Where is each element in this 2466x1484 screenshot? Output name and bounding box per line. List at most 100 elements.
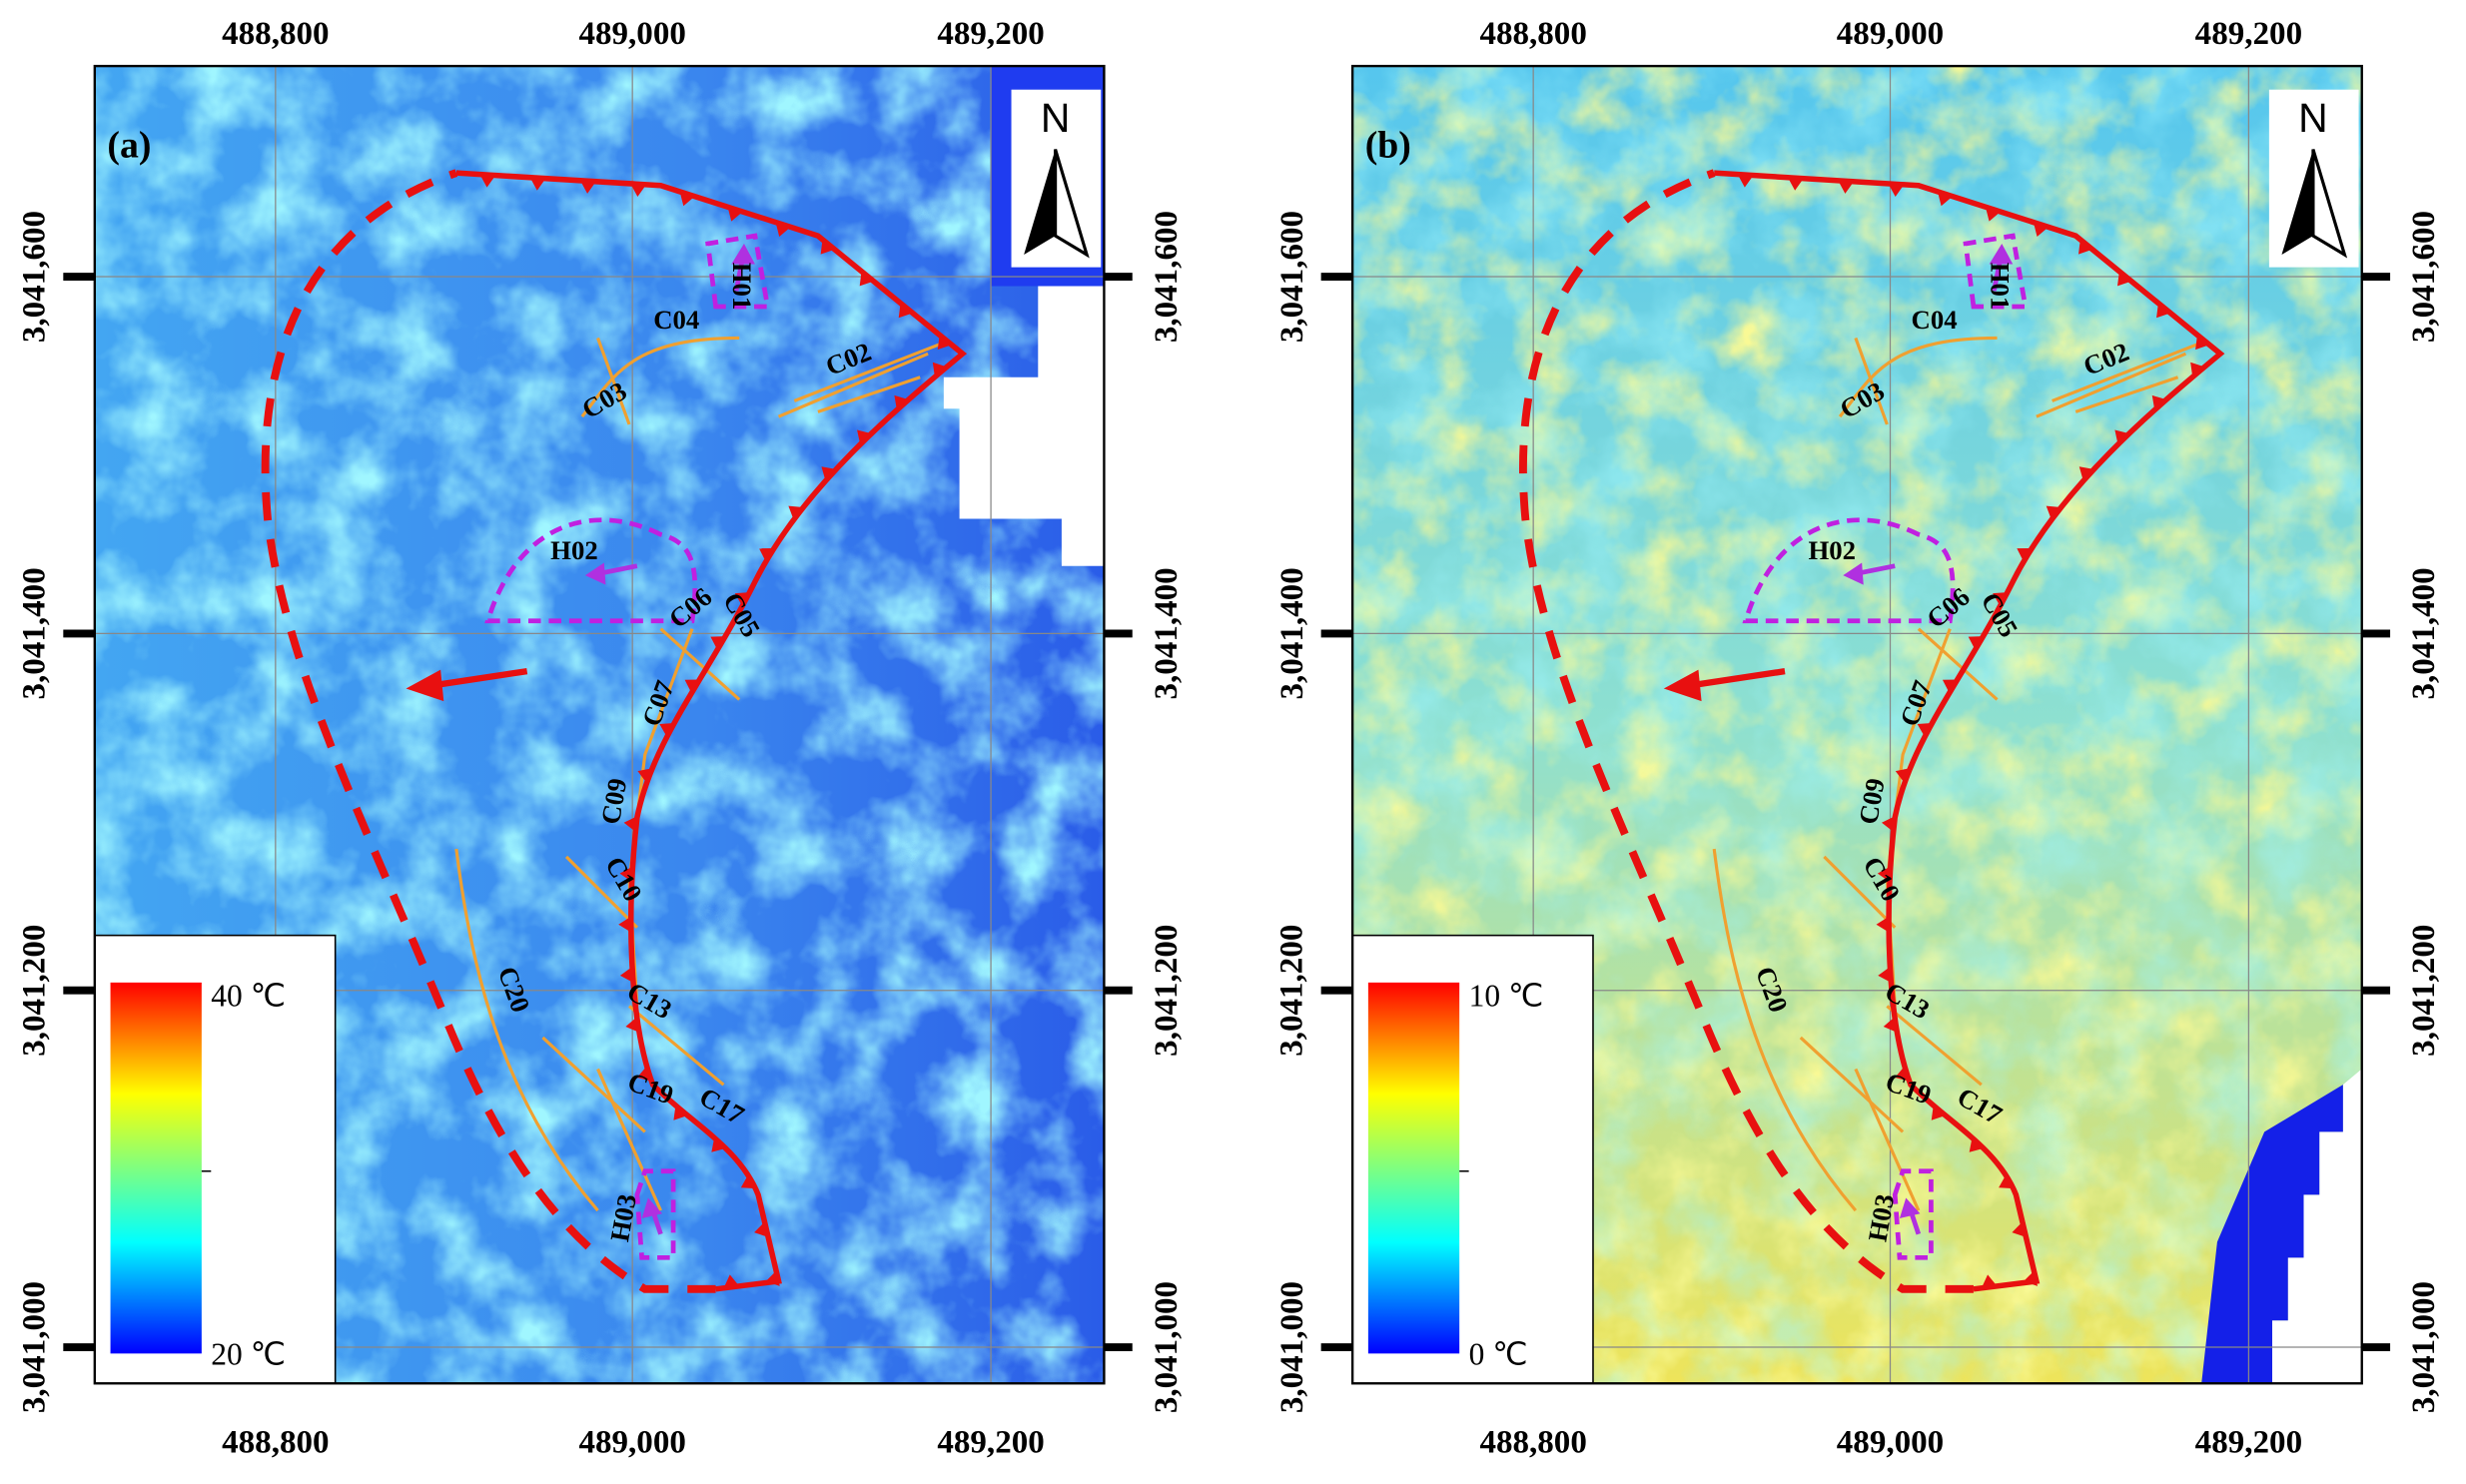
fault-line: [1712, 848, 1858, 1212]
features: [1519, 169, 2225, 1293]
feature-label: H02: [1808, 535, 1856, 565]
thrust-tooth: [1895, 1066, 1910, 1082]
collapse-zone: [1892, 1168, 1934, 1260]
y-tick-label: 3,041,400: [1149, 567, 1185, 699]
fault-line: [659, 627, 741, 701]
thrust-tooth: [1981, 1274, 1998, 1288]
y-tick-label: 3,041,400: [16, 567, 52, 699]
thrust-tooth: [1968, 636, 1984, 650]
arrow-head: [1663, 669, 1702, 702]
thrust-tooth: [1985, 207, 2001, 222]
thrust-tooth: [618, 916, 631, 933]
thrust-tooth: [759, 547, 774, 562]
colorbar-min: 20 ℃: [211, 1336, 286, 1371]
fault-line: [628, 1005, 725, 1087]
colorbar-max: 40 ℃: [211, 978, 286, 1013]
feature-label: H01: [1985, 263, 2015, 311]
thrust-tooth: [937, 335, 952, 351]
thrust-tooth: [788, 505, 804, 520]
fault-line: [541, 1036, 646, 1133]
no-data: [2272, 1069, 2362, 1384]
thrust-tooth: [1937, 191, 1953, 207]
collapse-zone: [1963, 233, 2029, 310]
thrust-tooth: [894, 394, 909, 410]
fault-line: [596, 337, 631, 425]
feature-label: H01: [727, 263, 757, 311]
fault-line: [777, 352, 929, 418]
thrust-tooth: [2151, 394, 2166, 410]
thrust-tooth: [1895, 768, 1911, 783]
thrust-tooth: [625, 1017, 640, 1033]
arrow-head: [1899, 1197, 1921, 1218]
north-label: N: [2298, 95, 2328, 141]
fault-line: [580, 336, 740, 418]
x-tick-label: 488,800: [222, 1425, 329, 1461]
y-tick-label: 3,041,600: [2406, 211, 2442, 343]
thrust-tooth: [740, 1174, 756, 1189]
thrust-tooth: [1917, 722, 1933, 737]
thrust-tooth: [898, 303, 913, 319]
fault-line: [1799, 1036, 1905, 1133]
y-tick-label: 3,041,600: [1149, 211, 1185, 343]
thrust-tooth: [619, 866, 633, 883]
y-tick-label: 3,041,200: [16, 925, 52, 1057]
thrust-tooth: [2023, 1270, 2039, 1286]
thrust-tooth: [1993, 592, 2008, 606]
thrust-tooth: [2012, 1221, 2027, 1237]
thrust-tooth: [820, 239, 835, 255]
thrust-tooth: [630, 183, 646, 197]
features: [261, 169, 968, 1293]
x-tick-label: 488,800: [222, 16, 329, 52]
thrust-tooth: [821, 466, 837, 481]
thrust-tooth: [859, 271, 874, 287]
x-tick-label: 489,200: [937, 1425, 1044, 1461]
thrust-tooth: [775, 222, 791, 237]
movement-arrow: [431, 668, 528, 689]
thrust-front: [455, 170, 968, 1292]
thrust-tooth: [529, 177, 546, 191]
panel-label: (a): [107, 124, 151, 166]
thrust-tooth: [2046, 505, 2061, 520]
fault-line: [1854, 1068, 1921, 1211]
thrust-tooth: [1877, 866, 1891, 883]
thrust-tooth: [1737, 174, 1754, 188]
x-tick-label: 489,000: [1837, 1425, 1944, 1461]
x-tick-label: 489,200: [937, 16, 1044, 52]
landslide-boundary: [261, 169, 716, 1293]
fault-line: [817, 375, 921, 413]
arrow-head: [641, 1197, 663, 1218]
y-tick-label: 3,041,400: [2406, 567, 2442, 699]
thrust-tooth: [479, 174, 496, 188]
thrust-tooth: [1788, 177, 1804, 191]
map-panel: C02C03C04H01H02C05C06C07C09C10C13C17C19C…: [1274, 16, 2442, 1460]
thrust-tooth: [723, 1274, 740, 1288]
thrust-tooth: [673, 1105, 688, 1120]
arrow-head: [584, 562, 606, 585]
map-panel: C02C03C04H01H02C05C06C07C09C10C13C17C19C…: [16, 16, 1184, 1460]
north-arrow: [1054, 149, 1090, 259]
fault-line: [2052, 341, 2202, 402]
thrust-tooth: [754, 1221, 769, 1237]
thrust-tooth: [2117, 271, 2132, 287]
thrust-tooth: [2114, 429, 2129, 445]
fault-line: [1854, 337, 1889, 425]
fault-line: [564, 855, 639, 929]
collapse-zone: [484, 517, 698, 624]
y-tick-label: 3,041,000: [16, 1281, 52, 1413]
fault-line: [596, 1068, 662, 1211]
feature-label: C04: [1912, 305, 1958, 335]
y-tick-label: 3,041,000: [2406, 1281, 2442, 1413]
fault-line: [1917, 627, 1999, 701]
thrust-tooth: [2078, 466, 2094, 481]
thrust-tooth: [2077, 239, 2093, 255]
colorbar-max: 10 ℃: [1469, 978, 1544, 1013]
thrust-tooth: [734, 592, 750, 606]
y-tick-label: 3,041,600: [16, 211, 52, 343]
thrust-tooth: [637, 768, 653, 783]
thrust-tooth: [2190, 362, 2205, 377]
thrust-tooth: [1878, 967, 1892, 983]
thrust-tooth: [1931, 1105, 1946, 1120]
colorbar: [1367, 982, 1460, 1354]
thrust-tooth: [932, 362, 947, 377]
